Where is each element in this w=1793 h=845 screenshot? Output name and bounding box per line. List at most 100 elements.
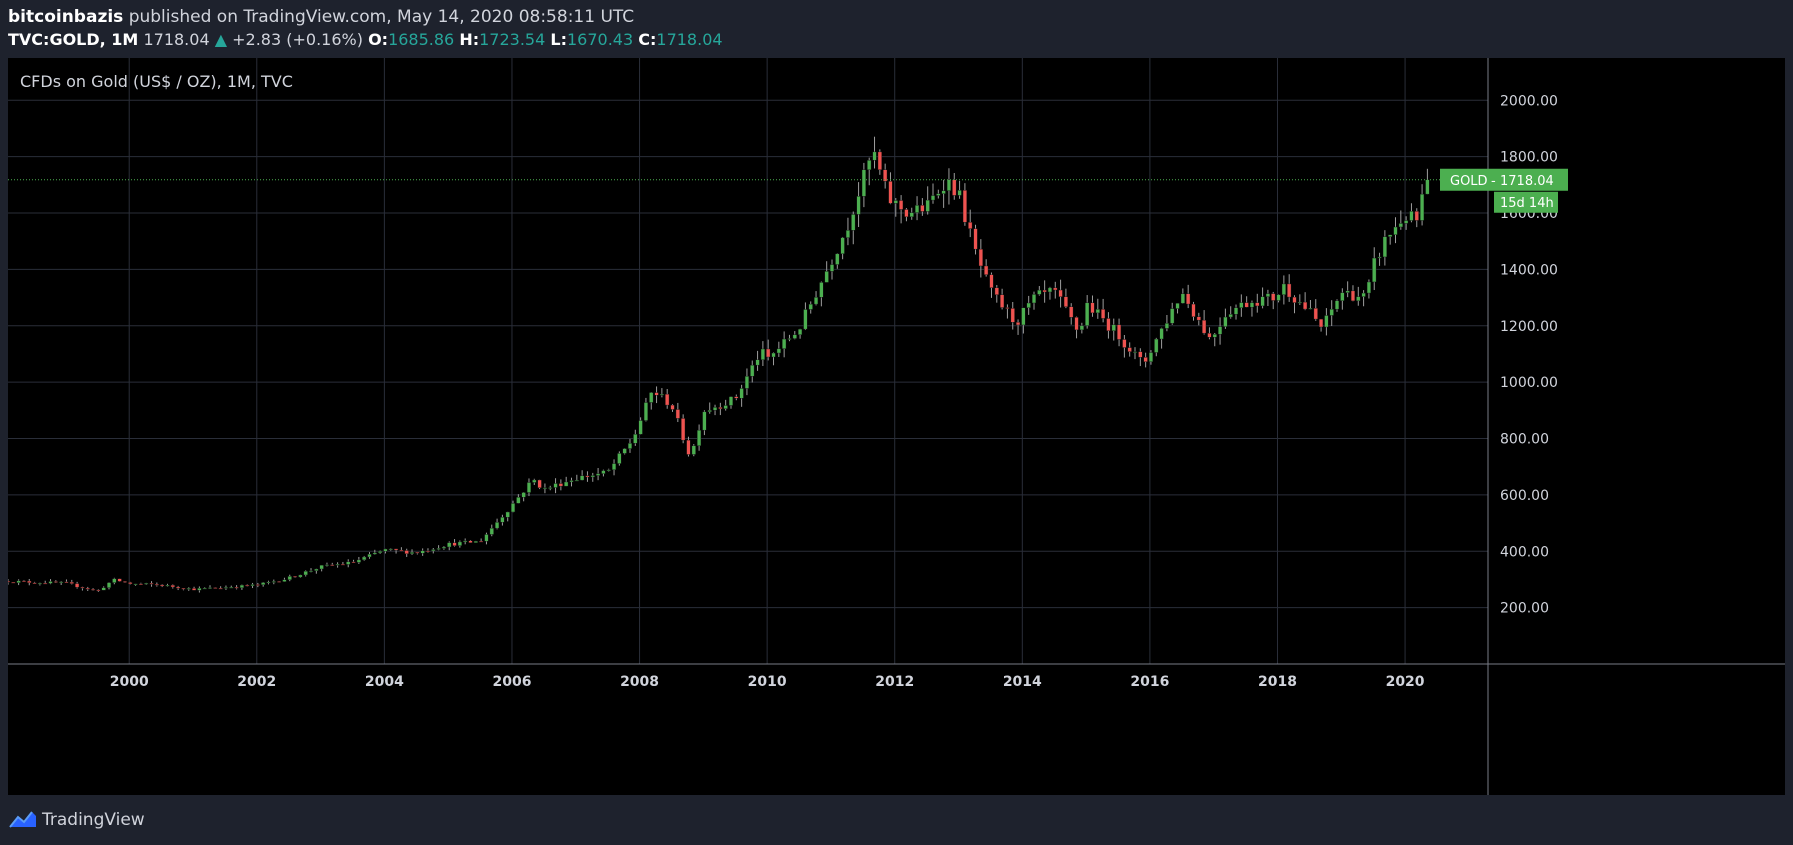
candle-body bbox=[234, 587, 239, 589]
candle-body bbox=[415, 552, 420, 554]
candle-body bbox=[378, 551, 383, 554]
close-value: 1718.04 bbox=[656, 30, 723, 49]
candle-body bbox=[1143, 357, 1148, 362]
candle-body bbox=[319, 564, 324, 570]
candle-body bbox=[728, 396, 734, 406]
candle-body bbox=[1015, 322, 1021, 326]
candle-body bbox=[484, 534, 489, 542]
chart-area[interactable]: 200.00 400.00 600.00 800.00 1000.00 1200.00 14… bbox=[8, 58, 1785, 795]
candle-body bbox=[1090, 302, 1095, 314]
x-tick-label: 2004 bbox=[365, 674, 404, 690]
candle-body bbox=[840, 237, 845, 255]
candle-body bbox=[452, 542, 457, 546]
candle-body bbox=[154, 584, 159, 586]
candle-body bbox=[1393, 226, 1398, 235]
candle-body bbox=[500, 517, 505, 523]
candle-body bbox=[734, 396, 739, 399]
candle-body bbox=[1308, 308, 1313, 310]
candle-body bbox=[718, 407, 723, 409]
candle-body bbox=[1132, 351, 1138, 353]
candle-body bbox=[1340, 292, 1345, 301]
candle-body bbox=[973, 228, 978, 250]
candle-body bbox=[1207, 332, 1212, 338]
candle-body bbox=[1031, 294, 1037, 304]
candle-body bbox=[1212, 334, 1217, 338]
candle-body bbox=[128, 582, 133, 585]
candle-body bbox=[59, 581, 64, 584]
candle-body bbox=[303, 571, 308, 576]
candle-body bbox=[957, 190, 962, 196]
low-label: L: bbox=[550, 30, 567, 49]
candle-body bbox=[425, 550, 431, 553]
x-tick-label: 2000 bbox=[110, 674, 149, 690]
candle-body bbox=[436, 548, 441, 550]
candle-body bbox=[495, 522, 500, 529]
candle-body bbox=[1154, 338, 1159, 353]
candle-body bbox=[925, 199, 930, 212]
candle-body bbox=[909, 212, 914, 218]
candle-body bbox=[1409, 211, 1414, 221]
candle-body bbox=[936, 193, 941, 196]
candle-body bbox=[920, 205, 925, 212]
candle-body bbox=[1377, 256, 1382, 259]
x-tick-label: 2012 bbox=[875, 674, 914, 690]
y-tick-label: 200.00 bbox=[1500, 601, 1549, 617]
candle-body bbox=[27, 580, 32, 583]
candle-body bbox=[1345, 290, 1350, 293]
y-tick-label: 1200.00 bbox=[1500, 319, 1558, 335]
candle-body bbox=[1297, 301, 1302, 304]
candle-body bbox=[282, 579, 287, 582]
candle-body bbox=[1053, 287, 1058, 291]
candle-body bbox=[585, 475, 590, 478]
candle-body bbox=[324, 564, 330, 566]
candle-body bbox=[239, 584, 244, 588]
open-label: O: bbox=[368, 30, 389, 49]
candle-body bbox=[1079, 325, 1084, 331]
author-name[interactable]: bitcoinbazis bbox=[8, 7, 124, 27]
candle-body bbox=[872, 151, 877, 161]
brand-name[interactable]: TradingView bbox=[42, 810, 145, 830]
candle-body bbox=[16, 580, 21, 583]
candle-body bbox=[941, 190, 946, 194]
publish-info: bitcoinbazis published on TradingView.co… bbox=[8, 7, 634, 27]
candle-body bbox=[702, 411, 707, 431]
candle-body bbox=[611, 463, 617, 470]
candle-body bbox=[21, 580, 27, 583]
candle-body bbox=[574, 479, 579, 482]
candle-body bbox=[994, 287, 999, 295]
candle-body bbox=[904, 209, 909, 218]
candle-body bbox=[755, 359, 760, 366]
candle-body bbox=[558, 483, 563, 487]
candle-body bbox=[351, 561, 356, 564]
candle-body bbox=[962, 190, 967, 223]
candle-body bbox=[138, 583, 143, 585]
candle-body bbox=[1037, 289, 1042, 295]
candle-body bbox=[930, 195, 936, 201]
x-tick-label: 2010 bbox=[748, 674, 787, 690]
candle-body bbox=[1010, 308, 1015, 323]
candle-body bbox=[1287, 283, 1292, 298]
candle-body bbox=[112, 578, 117, 583]
candle-body bbox=[681, 418, 686, 441]
chart-canvas[interactable]: 200.00 400.00 600.00 800.00 1000.00 1200.00 14… bbox=[8, 58, 1785, 795]
candle-body bbox=[542, 487, 547, 489]
candle-body bbox=[213, 587, 218, 589]
candle-body bbox=[984, 265, 989, 275]
candle-body bbox=[1350, 290, 1356, 302]
candle-body bbox=[1191, 303, 1196, 317]
candle-body bbox=[1420, 193, 1425, 221]
candle-body bbox=[1138, 351, 1143, 358]
candle-body bbox=[899, 200, 904, 210]
candle-body bbox=[505, 511, 510, 518]
candle-body bbox=[144, 583, 149, 585]
candle-body bbox=[1223, 316, 1228, 327]
candle-body bbox=[1255, 302, 1260, 307]
last-price-badge bbox=[1440, 168, 1568, 191]
candle-body bbox=[229, 587, 234, 589]
price-change: +2.83 (+0.16%) bbox=[232, 30, 363, 49]
y-tick-label: 1800.00 bbox=[1500, 150, 1558, 166]
candle-body bbox=[760, 348, 765, 360]
candle-body bbox=[819, 282, 824, 298]
candle-body bbox=[330, 564, 335, 566]
candle-body bbox=[510, 503, 516, 513]
